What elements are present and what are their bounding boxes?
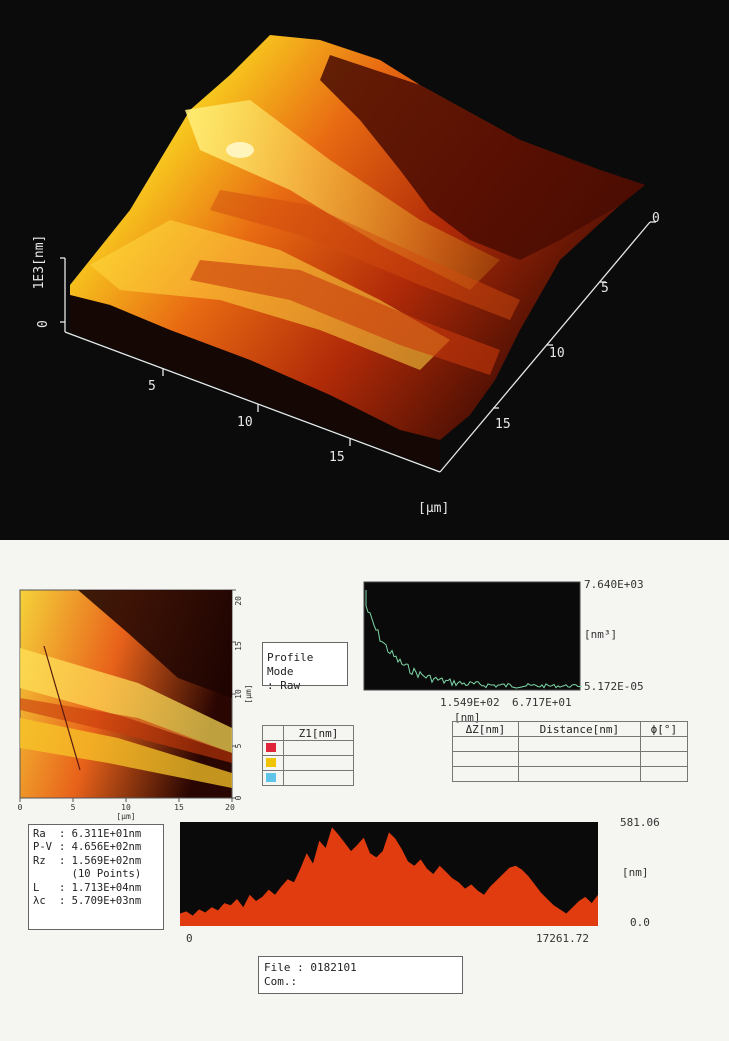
analysis-panel: 20 15 10 5 0 [μm] 0 5 10 15 20 [μm] Prof… — [0, 540, 729, 1041]
psd-x-unit: [nm] — [454, 711, 481, 724]
map-right-unit: [μm] — [244, 684, 253, 703]
map-red-band — [20, 698, 232, 763]
roughness-value: : 1.569E+02nm — [59, 854, 142, 867]
surface-red-streak — [210, 190, 520, 320]
y-tick: 0 — [652, 211, 660, 226]
map-right-tick: 0 — [234, 795, 243, 800]
map-right-tick: 20 — [234, 596, 243, 606]
roughness-row: (10 Points) — [33, 868, 159, 881]
profile-chart: 581.06 [nm] 0.0 0 17261.72 — [180, 818, 660, 945]
roughness-row: L : 1.713E+04nm — [33, 882, 159, 895]
z-tick-0: 0 — [36, 320, 51, 328]
comment-value: : — [290, 975, 298, 988]
red-marker-swatch — [266, 742, 276, 752]
map-bright-band — [20, 648, 232, 753]
roughness-list: Ra : 6.311E+01nm P-V : 4.656E+02nm Rz : 1.569… — [33, 828, 159, 908]
height-map-2d: 20 15 10 5 0 [μm] 0 5 10 15 20 [μm] — [18, 589, 253, 821]
roughness-value: : 1.713E+04nm — [59, 881, 142, 894]
roughness-row: λc : 5.709E+03nm — [33, 895, 159, 908]
axes-3d — [60, 221, 656, 473]
profile-x-max: 17261.72 — [536, 932, 589, 945]
table-row[interactable] — [262, 770, 354, 786]
roughness-label: Rz — [33, 854, 46, 867]
table-row[interactable] — [452, 766, 689, 782]
psd-x-right: 6.717E+01 — [512, 696, 572, 709]
y-tick: 10 — [549, 346, 565, 361]
map-dark-area — [78, 590, 232, 698]
profile-mode-box[interactable]: Profile Mode : Raw — [262, 642, 348, 692]
roughness-row: Rz : 1.569E+02nm — [33, 855, 159, 868]
psd-chart: 7.640E+03 [nm³] 5.172E-05 1.549E+02 6.71… — [363, 578, 644, 724]
roughness-value: : 5.709E+03nm — [59, 895, 142, 908]
x-tick: 10 — [237, 415, 253, 430]
psd-line — [365, 590, 583, 689]
psd-y-unit: [nm³] — [584, 628, 617, 641]
yellow-marker-swatch — [266, 757, 276, 767]
map-bottom-unit: [μm] — [116, 812, 135, 821]
comment-label: Com. — [264, 975, 291, 988]
roughness-value: : 4.656E+02nm — [59, 841, 142, 854]
roughness-box: Ra : 6.311E+01nm P-V : 4.656E+02nm Rz : 1.569… — [28, 824, 164, 930]
profile-mode-label: Profile Mode — [267, 651, 314, 678]
map-bottom-tick: 0 — [18, 803, 23, 812]
table-row[interactable] — [452, 751, 689, 767]
psd-plot-area — [363, 581, 581, 691]
z1-header: Z1[nm] — [283, 725, 354, 741]
phi-header: ϕ[°] — [639, 721, 689, 737]
map-bottom-tick: 20 — [225, 803, 235, 812]
surface-dark-region — [320, 55, 645, 260]
surface-front-wall — [70, 285, 440, 470]
psd-y-max: 7.640E+03 — [584, 578, 644, 591]
unit-label: [μm] — [418, 501, 449, 516]
x-tick: 15 — [329, 450, 345, 465]
file-value: : 0182101 — [297, 961, 357, 974]
roughness-value: (10 Points) — [59, 868, 142, 881]
surface-red-streak — [190, 260, 500, 375]
roughness-row: Ra : 6.311E+01nm — [33, 828, 159, 841]
roughness-label: λc — [33, 895, 46, 908]
x-tick: 5 — [148, 379, 156, 394]
map-right-tick: 10 — [234, 689, 243, 699]
surface-peak — [226, 142, 254, 158]
cyan-marker-swatch — [266, 772, 276, 782]
y-tick: 15 — [495, 417, 511, 432]
delta-z-header: ΔZ[nm] — [452, 721, 519, 737]
table-row[interactable] — [262, 740, 354, 756]
roughness-label: Ra — [33, 828, 46, 840]
roughness-label: L — [33, 881, 40, 894]
table-row[interactable] — [262, 755, 354, 771]
z-axis-label: 1E3[nm] — [32, 235, 47, 290]
profile-x-min: 0 — [186, 932, 193, 945]
psd-x-left: 1.549E+02 — [440, 696, 500, 709]
distance-header: Distance[nm] — [517, 721, 641, 737]
afm-3d-surface: 1E3[nm] 0 5 10 15 0 5 10 15 [μm] — [32, 35, 660, 516]
surface-bright-streak — [185, 100, 500, 290]
map-bottom-tick: 5 — [71, 803, 76, 812]
distance-table: ΔZ[nm] Distance[nm] ϕ[°] — [452, 721, 689, 782]
map-right-tick: 15 — [234, 641, 243, 651]
afm-3d-view: 1E3[nm] 0 5 10 15 0 5 10 15 [μm] — [0, 0, 729, 540]
map-bottom-tick: 10 — [121, 803, 131, 812]
profile-y-unit: [nm] — [622, 866, 649, 879]
roughness-label: P-V — [33, 841, 52, 854]
profile-y-max: 581.06 — [620, 818, 660, 829]
roughness-value: : 6.311E+01nm — [59, 828, 142, 840]
profile-y-min: 0.0 — [630, 916, 650, 929]
y-tick: 5 — [601, 281, 609, 296]
z1-table: Z1[nm] — [262, 725, 354, 786]
map-bottom-tick: 15 — [174, 803, 184, 812]
roughness-row: P-V : 4.656E+02nm — [33, 841, 159, 854]
map-right-tick: 5 — [234, 743, 243, 748]
file-label: File — [264, 961, 291, 974]
psd-y-min: 5.172E-05 — [584, 680, 644, 693]
profile-line[interactable] — [43, 645, 81, 771]
profile-area — [180, 827, 598, 926]
file-info-box[interactable]: File : 0182101 Com.: — [258, 956, 463, 994]
profile-mode-value: : Raw — [267, 679, 301, 692]
table-row[interactable] — [452, 736, 689, 752]
map-bright-band — [20, 718, 232, 788]
